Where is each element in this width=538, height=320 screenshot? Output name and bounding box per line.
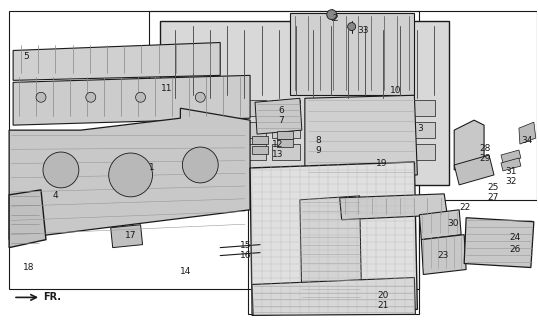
Text: 33: 33 xyxy=(358,26,369,35)
Text: 20: 20 xyxy=(378,291,389,300)
Text: 11: 11 xyxy=(160,84,172,93)
Polygon shape xyxy=(252,277,415,315)
Polygon shape xyxy=(373,122,401,138)
Text: 21: 21 xyxy=(378,301,389,310)
Polygon shape xyxy=(171,122,199,138)
Polygon shape xyxy=(277,131,293,139)
Polygon shape xyxy=(421,235,466,275)
Text: 9: 9 xyxy=(316,146,322,155)
Polygon shape xyxy=(407,144,435,160)
Circle shape xyxy=(86,92,96,102)
Polygon shape xyxy=(255,98,302,134)
Text: 4: 4 xyxy=(53,191,59,200)
Polygon shape xyxy=(454,155,494,185)
Polygon shape xyxy=(339,122,367,138)
Polygon shape xyxy=(111,225,143,248)
Polygon shape xyxy=(290,13,414,95)
Circle shape xyxy=(136,92,146,102)
Polygon shape xyxy=(160,20,449,185)
Text: 18: 18 xyxy=(23,263,34,272)
Polygon shape xyxy=(306,144,334,160)
Text: 16: 16 xyxy=(240,251,252,260)
Text: 25: 25 xyxy=(487,183,498,192)
Polygon shape xyxy=(464,218,534,268)
Circle shape xyxy=(36,92,46,102)
Polygon shape xyxy=(373,144,401,160)
Text: 15: 15 xyxy=(240,241,252,250)
Text: 10: 10 xyxy=(390,86,401,95)
Text: 5: 5 xyxy=(23,52,29,61)
Text: 30: 30 xyxy=(447,219,459,228)
Polygon shape xyxy=(13,43,220,80)
Polygon shape xyxy=(407,100,435,116)
Circle shape xyxy=(182,147,218,183)
Polygon shape xyxy=(9,108,250,240)
Polygon shape xyxy=(171,100,199,116)
Text: 29: 29 xyxy=(479,154,491,163)
Text: 26: 26 xyxy=(509,245,520,254)
Polygon shape xyxy=(339,144,367,160)
Text: 32: 32 xyxy=(505,177,516,187)
Text: 23: 23 xyxy=(437,251,449,260)
Polygon shape xyxy=(277,139,293,147)
Text: 6: 6 xyxy=(278,106,284,115)
Polygon shape xyxy=(272,144,300,160)
Text: 34: 34 xyxy=(521,136,532,145)
Polygon shape xyxy=(501,150,521,163)
Circle shape xyxy=(348,23,356,31)
Polygon shape xyxy=(272,100,300,116)
Text: 14: 14 xyxy=(180,267,192,276)
Text: 3: 3 xyxy=(417,124,423,132)
Polygon shape xyxy=(252,146,268,154)
Polygon shape xyxy=(9,190,46,248)
Polygon shape xyxy=(13,76,250,125)
Polygon shape xyxy=(519,122,536,144)
Text: 31: 31 xyxy=(505,167,516,176)
Circle shape xyxy=(327,10,337,20)
Text: 22: 22 xyxy=(459,203,470,212)
Polygon shape xyxy=(250,162,417,315)
Text: 1: 1 xyxy=(148,164,154,172)
Text: 7: 7 xyxy=(278,116,284,125)
Text: 2: 2 xyxy=(332,14,338,23)
Text: 13: 13 xyxy=(272,149,284,158)
Polygon shape xyxy=(305,95,417,178)
Polygon shape xyxy=(454,120,484,170)
Text: 17: 17 xyxy=(125,231,136,240)
Polygon shape xyxy=(300,196,362,303)
Polygon shape xyxy=(501,158,521,171)
Polygon shape xyxy=(204,144,232,160)
Text: 12: 12 xyxy=(272,140,284,148)
Polygon shape xyxy=(339,194,447,220)
Polygon shape xyxy=(407,122,435,138)
Circle shape xyxy=(109,153,152,197)
Polygon shape xyxy=(306,122,334,138)
Polygon shape xyxy=(204,122,232,138)
Polygon shape xyxy=(204,100,232,116)
Circle shape xyxy=(43,152,79,188)
Text: 27: 27 xyxy=(487,193,498,202)
Text: 8: 8 xyxy=(316,136,322,145)
Text: FR.: FR. xyxy=(43,292,61,302)
Polygon shape xyxy=(306,100,334,116)
Polygon shape xyxy=(339,100,367,116)
Text: 24: 24 xyxy=(509,233,520,242)
Polygon shape xyxy=(238,144,266,160)
Polygon shape xyxy=(419,210,461,240)
Text: 19: 19 xyxy=(376,159,387,169)
Polygon shape xyxy=(238,122,266,138)
Circle shape xyxy=(195,92,206,102)
Polygon shape xyxy=(171,144,199,160)
Polygon shape xyxy=(272,122,300,138)
Text: 28: 28 xyxy=(479,144,491,153)
Polygon shape xyxy=(252,136,268,144)
Polygon shape xyxy=(373,100,401,116)
Polygon shape xyxy=(238,100,266,116)
